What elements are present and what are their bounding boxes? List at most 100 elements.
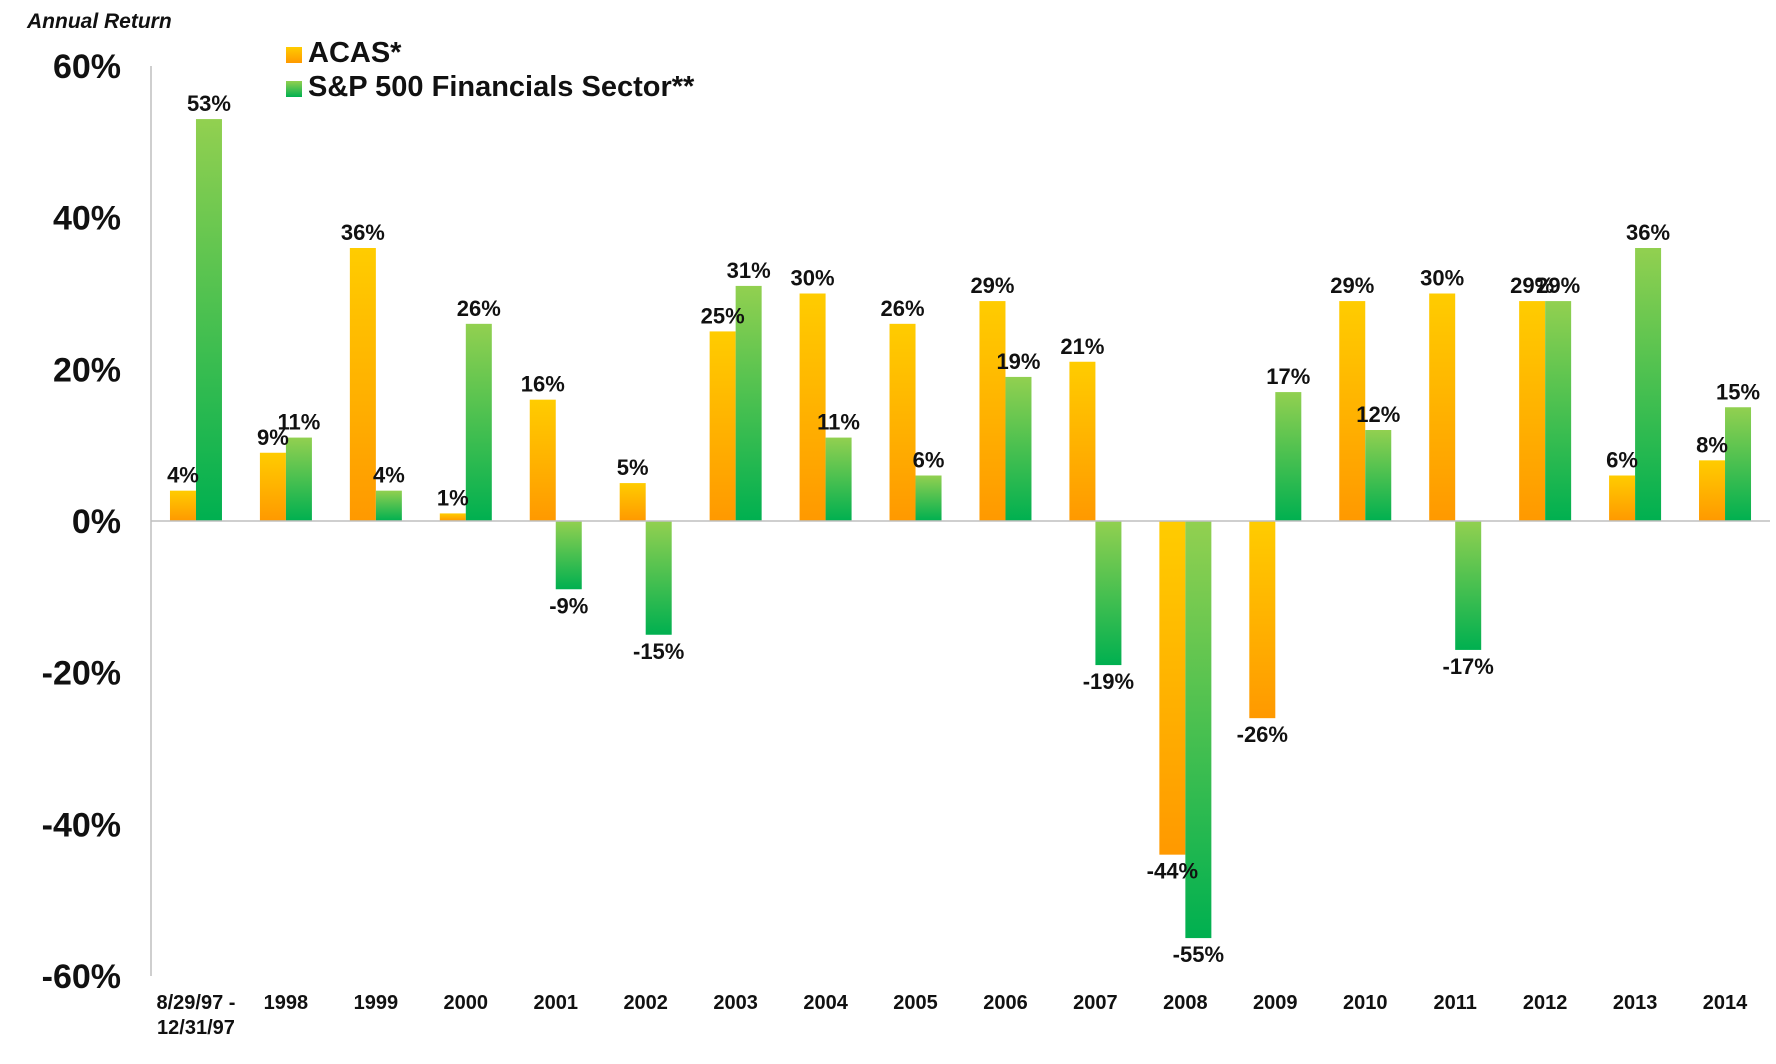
- acas-bar: [1609, 475, 1636, 521]
- y-axis-title: Annual Return: [26, 10, 172, 33]
- sp500-financials-data-label: 12%: [1356, 402, 1400, 427]
- sp500-financials-bar: [1275, 392, 1302, 521]
- sp500-financials-data-label: 53%: [187, 91, 231, 116]
- sp500-financials-data-label: -15%: [633, 639, 684, 664]
- x-category-label: 1999: [354, 992, 399, 1014]
- x-category-label: 8/29/97 -: [156, 992, 235, 1014]
- x-category-label: 12/31/97: [157, 1017, 235, 1039]
- x-category-label: 2005: [893, 992, 938, 1014]
- sp500-financials-data-label: 36%: [1626, 220, 1670, 245]
- sp500-financials-data-label: 19%: [996, 349, 1040, 374]
- sp500-financials-bar: [1185, 521, 1212, 939]
- sp500-financials-bar: [555, 521, 582, 590]
- acas-bar: [709, 331, 736, 521]
- acas-data-label: 4%: [167, 463, 199, 488]
- sp500-financials-data-label: -17%: [1443, 654, 1494, 679]
- acas-bar: [439, 513, 466, 521]
- acas-data-label: 25%: [701, 303, 745, 328]
- x-category-label: 2003: [713, 992, 758, 1014]
- acas-data-label: 29%: [1510, 273, 1554, 298]
- sp500-financials-bar: [1005, 376, 1032, 521]
- sp500-financials-data-label: 31%: [727, 258, 771, 283]
- sp500-financials-data-label: 26%: [457, 296, 501, 321]
- sp500-financials-bar: [825, 437, 852, 521]
- acas-data-label: 1%: [437, 485, 469, 510]
- sp500-financials-bar: [1455, 521, 1482, 650]
- acas-bar: [1249, 521, 1276, 719]
- y-axis: 60% 40% 20% 0% -20% -40% -60%: [42, 48, 152, 996]
- y-tick-label: 20%: [53, 351, 121, 389]
- acas-data-label: -44%: [1147, 859, 1198, 884]
- acas-bar: [1069, 361, 1096, 521]
- acas-bar: [1339, 301, 1366, 521]
- sp500-financials-bar: [1725, 407, 1752, 521]
- x-category-label: 2011: [1433, 992, 1476, 1014]
- x-category-label: 2001: [534, 992, 579, 1014]
- bars: [169, 119, 1752, 939]
- x-category-label: 2007: [1073, 992, 1118, 1014]
- acas-bar: [979, 301, 1006, 521]
- sp500-financials-bar: [735, 285, 762, 521]
- acas-data-label: 29%: [970, 273, 1014, 298]
- x-category-label: 2004: [803, 992, 848, 1014]
- y-tick-label: -20%: [42, 655, 121, 693]
- acas-bar: [169, 490, 196, 521]
- legend-label-sp500-financials: S&P 500 Financials Sector**: [308, 71, 695, 103]
- sp500-financials-bar: [1545, 301, 1572, 521]
- acas-data-label: 9%: [257, 425, 289, 450]
- x-category-label: 2010: [1343, 992, 1388, 1014]
- sp500-financials-data-label: 15%: [1716, 379, 1760, 404]
- sp500-financials-bar: [1095, 521, 1122, 666]
- sp500-financials-data-label: -55%: [1173, 942, 1224, 967]
- acas-bar: [1429, 293, 1456, 521]
- acas-bar: [1159, 521, 1186, 855]
- x-category-label: 2013: [1613, 992, 1658, 1014]
- acas-data-label: 5%: [617, 455, 649, 480]
- sp500-financials-data-label: -9%: [549, 593, 588, 618]
- sp500-financials-data-label: -19%: [1083, 669, 1134, 694]
- acas-bar: [1519, 301, 1546, 521]
- acas-data-label: -26%: [1237, 722, 1288, 747]
- x-category-label: 2002: [623, 992, 668, 1014]
- x-category-label: 2012: [1523, 992, 1568, 1014]
- acas-bar: [1699, 460, 1726, 521]
- acas-bar: [529, 399, 556, 521]
- sp500-financials-bar: [1365, 430, 1392, 521]
- y-tick-label: 60%: [53, 48, 121, 86]
- sp500-financials-data-label: 11%: [817, 410, 860, 435]
- sp500-financials-data-label: 29%: [1536, 273, 1580, 298]
- x-category-label: 2000: [444, 992, 489, 1014]
- sp500-financials-bar: [375, 490, 402, 521]
- data-labels: 4%53%9%11%36%4%1%26%16%-9%5%-15%25%31% 30…: [167, 91, 1760, 967]
- y-tick-label: -40%: [42, 806, 121, 844]
- sp500-financials-data-label: 17%: [1266, 364, 1310, 389]
- legend-label-acas: ACAS*: [308, 37, 402, 69]
- sp500-financials-data-label: 11%: [278, 410, 321, 435]
- sp500-financials-bar: [195, 119, 222, 521]
- sp500-financials-bar: [645, 521, 672, 635]
- acas-data-label: 30%: [1420, 266, 1464, 291]
- sp500-financials-data-label: 4%: [373, 463, 405, 488]
- y-tick-label: -60%: [42, 958, 121, 996]
- acas-data-label: 26%: [881, 296, 925, 321]
- sp500-financials-bar: [285, 437, 312, 521]
- acas-bar: [799, 293, 826, 521]
- legend: ACAS* S&P 500 Financials Sector**: [286, 37, 695, 103]
- acas-data-label: 8%: [1696, 432, 1728, 457]
- sp500-financials-bar: [1635, 248, 1662, 521]
- sp500-financials-data-label: 6%: [913, 448, 945, 473]
- acas-bar: [889, 323, 916, 521]
- x-category-label: 2006: [983, 992, 1028, 1014]
- x-category-label: 2009: [1253, 992, 1298, 1014]
- x-category-label: 2014: [1703, 992, 1748, 1014]
- acas-bar: [619, 483, 646, 521]
- acas-data-label: 16%: [521, 372, 565, 397]
- sp500-financials-bar: [915, 475, 942, 521]
- acas-data-label: 36%: [341, 220, 385, 245]
- sp500-financials-bar: [465, 323, 492, 521]
- acas-data-label: 30%: [791, 266, 835, 291]
- acas-bar: [349, 248, 376, 521]
- y-tick-label: 0%: [72, 503, 121, 541]
- acas-data-label: 29%: [1330, 273, 1374, 298]
